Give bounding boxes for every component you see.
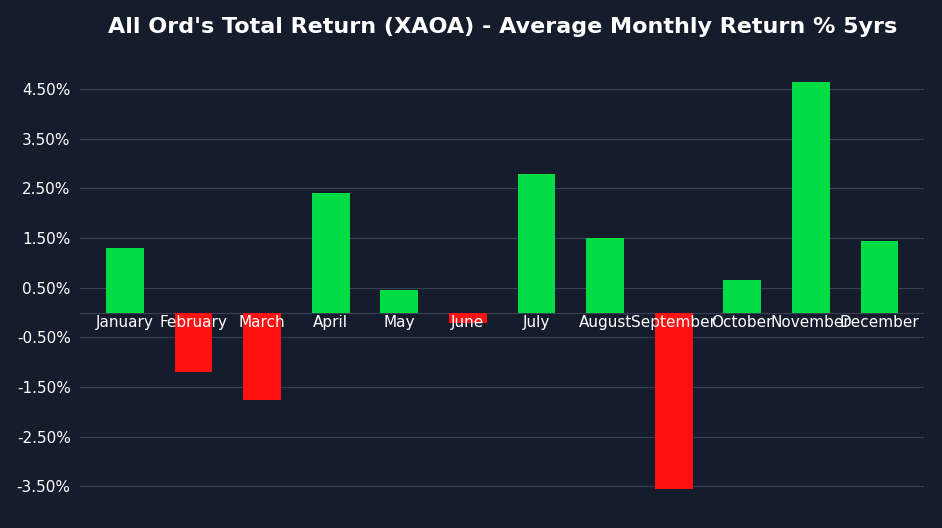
Bar xyxy=(861,241,899,313)
Text: June: June xyxy=(451,315,484,330)
Text: July: July xyxy=(523,315,550,330)
Bar xyxy=(312,193,349,313)
Text: August: August xyxy=(578,315,632,330)
Text: May: May xyxy=(383,315,415,330)
Bar xyxy=(243,313,281,400)
Bar xyxy=(381,290,418,313)
Bar xyxy=(449,313,487,323)
Text: November: November xyxy=(771,315,851,330)
Text: February: February xyxy=(159,315,228,330)
Text: October: October xyxy=(711,315,773,330)
Bar xyxy=(174,313,213,372)
Title: All Ord's Total Return (XAOA) - Average Monthly Return % 5yrs: All Ord's Total Return (XAOA) - Average … xyxy=(107,17,897,36)
Text: March: March xyxy=(239,315,285,330)
Bar xyxy=(655,313,692,489)
Text: December: December xyxy=(839,315,919,330)
Text: April: April xyxy=(314,315,349,330)
Bar xyxy=(518,174,556,313)
Bar xyxy=(106,248,144,313)
Bar xyxy=(792,82,830,313)
Bar xyxy=(723,280,761,313)
Bar xyxy=(586,238,624,313)
Text: September: September xyxy=(631,315,716,330)
Text: January: January xyxy=(96,315,154,330)
